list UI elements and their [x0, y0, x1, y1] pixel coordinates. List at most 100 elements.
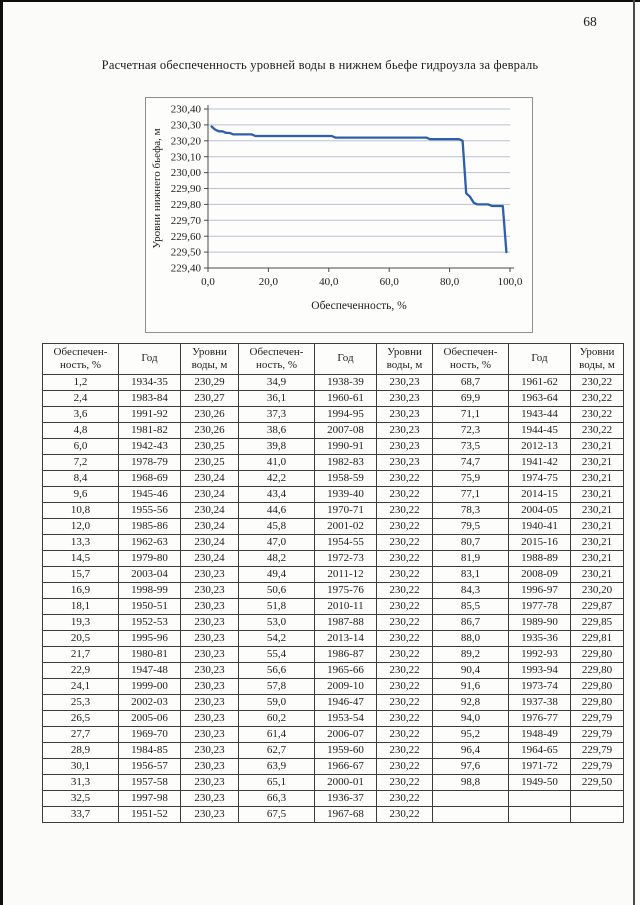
- scan-edge-top: [0, 0, 640, 2]
- table-cell: 1973-74: [508, 678, 571, 695]
- table-cell: 230,22: [376, 806, 433, 823]
- table-cell: 1971-72: [508, 758, 571, 775]
- table-cell: 230,22: [570, 406, 624, 423]
- table-cell: 72,3: [432, 422, 509, 439]
- table-cell: 18,1: [42, 598, 119, 615]
- table-cell: 63,9: [238, 758, 315, 775]
- table-cell: 1943-44: [508, 406, 571, 423]
- table-cell: 1974-75: [508, 470, 571, 487]
- table-cell: 60,2: [238, 710, 315, 727]
- table-row: 33,7 1951-52 230,23 67,5 1967-68 230,22: [42, 806, 624, 823]
- table-cell: 1985-86: [118, 518, 181, 535]
- table-cell: 54,2: [238, 630, 315, 647]
- table-cell: 1998-99: [118, 582, 181, 599]
- scan-edge-left: [0, 0, 3, 905]
- table-row: 16,9 1998-99 230,23 50,6 1975-76 230,22 84,3 19…: [42, 582, 624, 599]
- table-cell: 1984-85: [118, 742, 181, 759]
- table-cell: 2008-09: [508, 566, 571, 583]
- table-cell: 1987-88: [314, 614, 377, 631]
- data-series-line: [210, 125, 508, 254]
- table-row: 30,1 1956-57 230,23 63,9 1966-67 230,22 97,6 19…: [42, 758, 624, 775]
- data-table: Обеспечен- ность, % Год Уровни воды, м Обес…: [42, 343, 624, 823]
- x-tick-label: 40,0: [319, 276, 339, 288]
- table-header: Обеспечен- ность, % Год Уровни воды, м Обес…: [42, 343, 624, 375]
- table-cell: 1964-65: [508, 742, 571, 759]
- table-cell: 1956-57: [118, 758, 181, 775]
- table-row: 22,9 1947-48 230,23 56,6 1965-66 230,22 90,4 19…: [42, 662, 624, 679]
- table-cell: 230,21: [570, 502, 624, 519]
- table-row: 9,6 1945-46 230,24 43,4 1939-40 230,22 77,1 201…: [42, 486, 624, 503]
- table-cell: 1940-41: [508, 518, 571, 535]
- table-row: 19,3 1952-53 230,23 53,0 1987-88 230,22 86,7 19…: [42, 614, 624, 631]
- table-cell: 230,22: [376, 566, 433, 583]
- y-tick-label: 229,50: [171, 247, 202, 259]
- table-cell: 6,0: [42, 438, 119, 455]
- table-cell: 1950-51: [118, 598, 181, 615]
- table-cell: 230,21: [570, 438, 624, 455]
- table-cell: 31,3: [42, 774, 119, 791]
- table-row: 15,7 2003-04 230,23 49,4 2011-12 230,22 83,1 20…: [42, 566, 624, 583]
- table-cell: 230,22: [376, 598, 433, 615]
- table-cell: 36,1: [238, 390, 315, 407]
- table-cell: 34,9: [238, 374, 315, 391]
- table-row: 21,7 1980-81 230,23 55,4 1986-87 230,22 89,2 19…: [42, 646, 624, 663]
- column-header: Год: [314, 343, 377, 375]
- table-cell: [432, 790, 509, 807]
- table-cell: 2015-16: [508, 534, 571, 551]
- table-cell: 59,0: [238, 694, 315, 711]
- table-cell: 230,21: [570, 518, 624, 535]
- table-cell: 230,22: [376, 678, 433, 695]
- table-cell: 1938-39: [314, 374, 377, 391]
- table-cell: 1975-76: [314, 582, 377, 599]
- table-cell: 38,6: [238, 422, 315, 439]
- table-cell: 47,0: [238, 534, 315, 551]
- table-cell: 1960-61: [314, 390, 377, 407]
- table-cell: 1946-47: [314, 694, 377, 711]
- table-cell: 229,79: [570, 710, 624, 727]
- table-cell: 230,22: [376, 630, 433, 647]
- table-cell: 2,4: [42, 390, 119, 407]
- table-cell: 230,23: [180, 614, 239, 631]
- table-row: 13,3 1962-63 230,24 47,0 1954-55 230,22 80,7 20…: [42, 534, 624, 551]
- table-cell: 230,22: [376, 758, 433, 775]
- table-cell: 1969-70: [118, 726, 181, 743]
- table-cell: 1949-50: [508, 774, 571, 791]
- table-cell: [570, 806, 624, 823]
- table-row: 6,0 1942-43 230,25 39,8 1990-91 230,23 73,5 201…: [42, 438, 624, 455]
- table-row: 26,5 2005-06 230,23 60,2 1953-54 230,22 94,0 19…: [42, 710, 624, 727]
- table-cell: 229,85: [570, 614, 624, 631]
- table-cell: 1993-94: [508, 662, 571, 679]
- table-cell: 230,22: [570, 374, 624, 391]
- table-cell: 78,3: [432, 502, 509, 519]
- table-cell: 230,22: [376, 694, 433, 711]
- table-cell: 230,23: [180, 742, 239, 759]
- table-row: 31,3 1957-58 230,23 65,1 2000-01 230,22 98,8 19…: [42, 774, 624, 791]
- table-cell: 1954-55: [314, 534, 377, 551]
- table-cell: 230,23: [376, 374, 433, 391]
- table-cell: 1990-91: [314, 438, 377, 455]
- table-cell: 66,3: [238, 790, 315, 807]
- y-axis-label: Уровни нижнего бьефа, м: [151, 128, 163, 248]
- table-row: 24,1 1999-00 230,23 57,8 2009-10 230,22 91,6 19…: [42, 678, 624, 695]
- table-cell: 230,23: [180, 774, 239, 791]
- table-cell: 229,79: [570, 726, 624, 743]
- table-cell: 15,7: [42, 566, 119, 583]
- table-cell: 230,22: [570, 390, 624, 407]
- table-cell: 2013-14: [314, 630, 377, 647]
- table-cell: 230,21: [570, 534, 624, 551]
- table-cell: 2005-06: [118, 710, 181, 727]
- y-tick-label: 229,80: [171, 199, 202, 211]
- table-cell: 230,25: [180, 454, 239, 471]
- table-row: 4,8 1981-82 230,26 38,6 2007-08 230,23 72,3 194…: [42, 422, 624, 439]
- table-cell: 2006-07: [314, 726, 377, 743]
- table-header-row: Обеспечен- ность, % Год Уровни воды, м Обес…: [42, 343, 624, 375]
- table-cell: 1959-60: [314, 742, 377, 759]
- table-cell: 1995-96: [118, 630, 181, 647]
- table-row: 12,0 1985-86 230,24 45,8 2001-02 230,22 79,5 19…: [42, 518, 624, 535]
- table-cell: 230,23: [180, 806, 239, 823]
- table-cell: 230,24: [180, 486, 239, 503]
- table-cell: 1942-43: [118, 438, 181, 455]
- column-header: Уровни воды, м: [180, 343, 239, 375]
- table-cell: 88,0: [432, 630, 509, 647]
- table-row: 7,2 1978-79 230,25 41,0 1982-83 230,23 74,7 194…: [42, 454, 624, 471]
